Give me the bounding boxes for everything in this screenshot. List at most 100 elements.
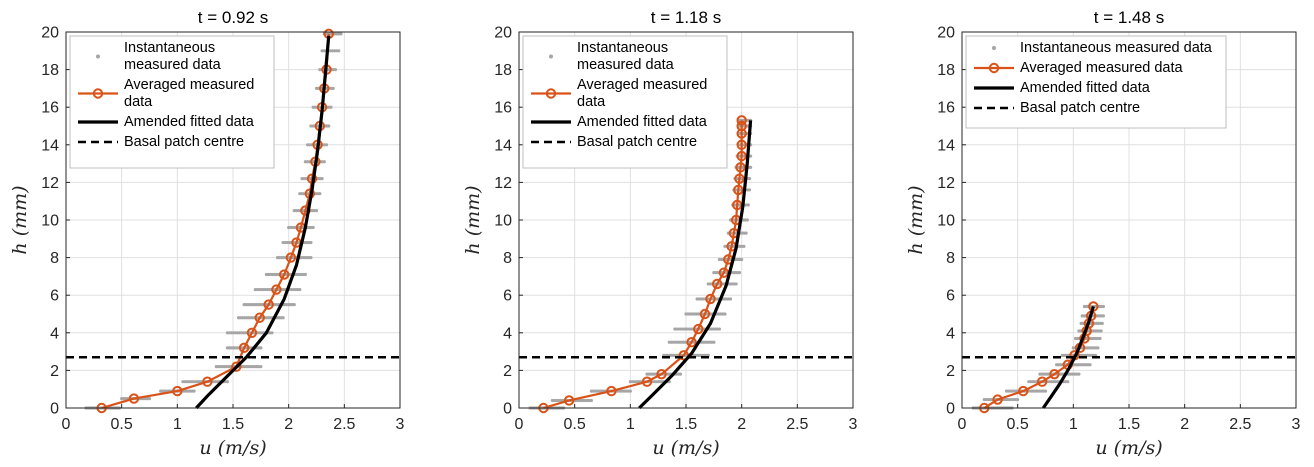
y-tick-label: 8	[946, 250, 955, 267]
chart-title: t = 0.92 s	[198, 8, 268, 27]
x-tick-label: 3	[849, 416, 858, 433]
x-tick-label: 0.5	[111, 416, 133, 433]
instantaneous-point	[1066, 380, 1070, 384]
legend-label: data	[124, 94, 153, 110]
instantaneous-point	[748, 165, 753, 169]
legend-label: Basal patch centre	[577, 134, 697, 150]
instantaneous-point	[1077, 372, 1081, 376]
instantaneous-point	[225, 380, 230, 384]
y-tick-label: 2	[50, 363, 59, 380]
instantaneous-point	[742, 244, 746, 248]
x-tick-label: 2.5	[333, 416, 355, 433]
instantaneous-point	[1101, 304, 1105, 309]
legend-label: Averaged measured	[124, 77, 254, 93]
averaged-point	[735, 162, 746, 173]
instantaneous-point	[303, 272, 307, 277]
x-axis-label: u (m/s)	[1095, 437, 1162, 459]
averaged-point	[231, 361, 242, 372]
x-tick-label: 3	[1292, 416, 1301, 433]
y-axis-label: h (mm)	[9, 185, 31, 254]
averaged-point	[246, 327, 258, 338]
x-tick-label: 1	[626, 416, 635, 433]
instantaneous-point	[747, 177, 752, 181]
instantaneous-point	[717, 327, 722, 331]
averaged-point	[1036, 376, 1048, 387]
y-tick-label: 10	[494, 213, 512, 230]
legend-label: Amended fitted data	[1020, 80, 1151, 96]
averaged-point	[641, 376, 653, 387]
averaged-point	[1049, 368, 1060, 380]
instantaneous-point	[333, 68, 338, 72]
legend-label: Averaged measured data	[1020, 60, 1184, 76]
averaged-point	[606, 385, 617, 397]
instantaneous-point	[314, 209, 319, 213]
averaged-point	[238, 342, 250, 354]
y-tick-label: 20	[494, 25, 512, 42]
x-tick-label: 0	[515, 416, 524, 433]
x-tick-label: 2.5	[1229, 416, 1251, 433]
y-tick-label: 14	[937, 137, 955, 154]
y-tick-label: 18	[494, 62, 512, 79]
instantaneous-point	[748, 154, 753, 158]
x-tick-label: 2	[1180, 416, 1189, 433]
instantaneous-point	[734, 282, 738, 286]
averaged-point	[563, 395, 575, 406]
x-tick-label: 0.5	[564, 416, 586, 433]
chart-panel-3: 0 0.5 1 1.5 2 2.5 3 0 2 4 6 8 10 12 14 16 18 20 t = 1.48 s…	[905, 8, 1301, 459]
averaged-point	[736, 150, 747, 162]
x-tick-label: 0	[62, 416, 71, 433]
legend-key-averaged-marker	[988, 62, 1000, 74]
averaged-point	[172, 385, 183, 397]
instantaneous-point	[728, 297, 733, 301]
x-tick-label: 1.5	[222, 416, 244, 433]
averaged-point	[736, 139, 747, 151]
averaged-point	[271, 284, 282, 295]
chart-panel-2: 0 0.5 1 1.5 2 2.5 3 0 2 4 6 8 10 12 14 16 18 20 t = 1.18 s…	[462, 8, 858, 459]
instantaneous-point	[1096, 346, 1100, 350]
x-tick-label: 0.5	[1007, 416, 1029, 433]
y-tick-label: 4	[946, 325, 955, 342]
instantaneous-point	[1101, 314, 1105, 318]
instantaneous-point	[745, 218, 749, 222]
instantaneous-point	[329, 105, 333, 109]
averaged-point	[711, 278, 723, 290]
instantaneous-point	[320, 177, 324, 181]
instantaneous-point	[1100, 321, 1104, 325]
y-tick-label: 12	[41, 175, 59, 192]
legend-label: Basal patch centre	[124, 134, 244, 150]
instantaneous-point	[292, 303, 296, 307]
instantaneous-point	[737, 271, 742, 275]
y-tick-label: 14	[41, 137, 59, 154]
chart-panel-1: 0 0.5 1 1.5 2 2.5 3 0 2 4 6 8 10 12 14 16 18 20 t = 0.92 s…	[9, 8, 405, 459]
legend: Instantaneous measured data Averaged meas…	[965, 35, 1227, 129]
y-tick-label: 20	[937, 25, 955, 42]
averaged-point	[285, 252, 297, 263]
averaged-point	[128, 393, 140, 404]
y-tick-label: 6	[50, 288, 59, 305]
instantaneous-point	[324, 143, 329, 147]
averaged-point	[705, 293, 716, 305]
instantaneous-point	[723, 312, 727, 316]
x-tick-label: 2	[284, 416, 293, 433]
x-axis-label: u (m/s)	[199, 437, 266, 459]
averaged-point	[699, 308, 711, 320]
legend-label: Instantaneous measured data	[1020, 40, 1213, 56]
instantaneous-point	[1016, 397, 1020, 402]
y-tick-label: 4	[503, 325, 512, 342]
instantaneous-point	[331, 86, 335, 90]
y-axis-label: h (mm)	[462, 185, 484, 254]
legend-label: measured data	[577, 57, 675, 73]
legend-key-instantaneous	[96, 54, 100, 59]
legend-label: Amended fitted data	[124, 114, 255, 130]
y-tick-label: 14	[494, 137, 512, 154]
legend-box	[69, 35, 275, 169]
legend-label: Instantaneous	[124, 40, 215, 56]
y-tick-label: 20	[41, 25, 59, 42]
averaged-point	[686, 337, 697, 348]
instantaneous-point	[1043, 389, 1048, 393]
instantaneous-point	[281, 316, 285, 320]
y-tick-label: 8	[50, 250, 59, 267]
y-tick-label: 2	[946, 363, 955, 380]
